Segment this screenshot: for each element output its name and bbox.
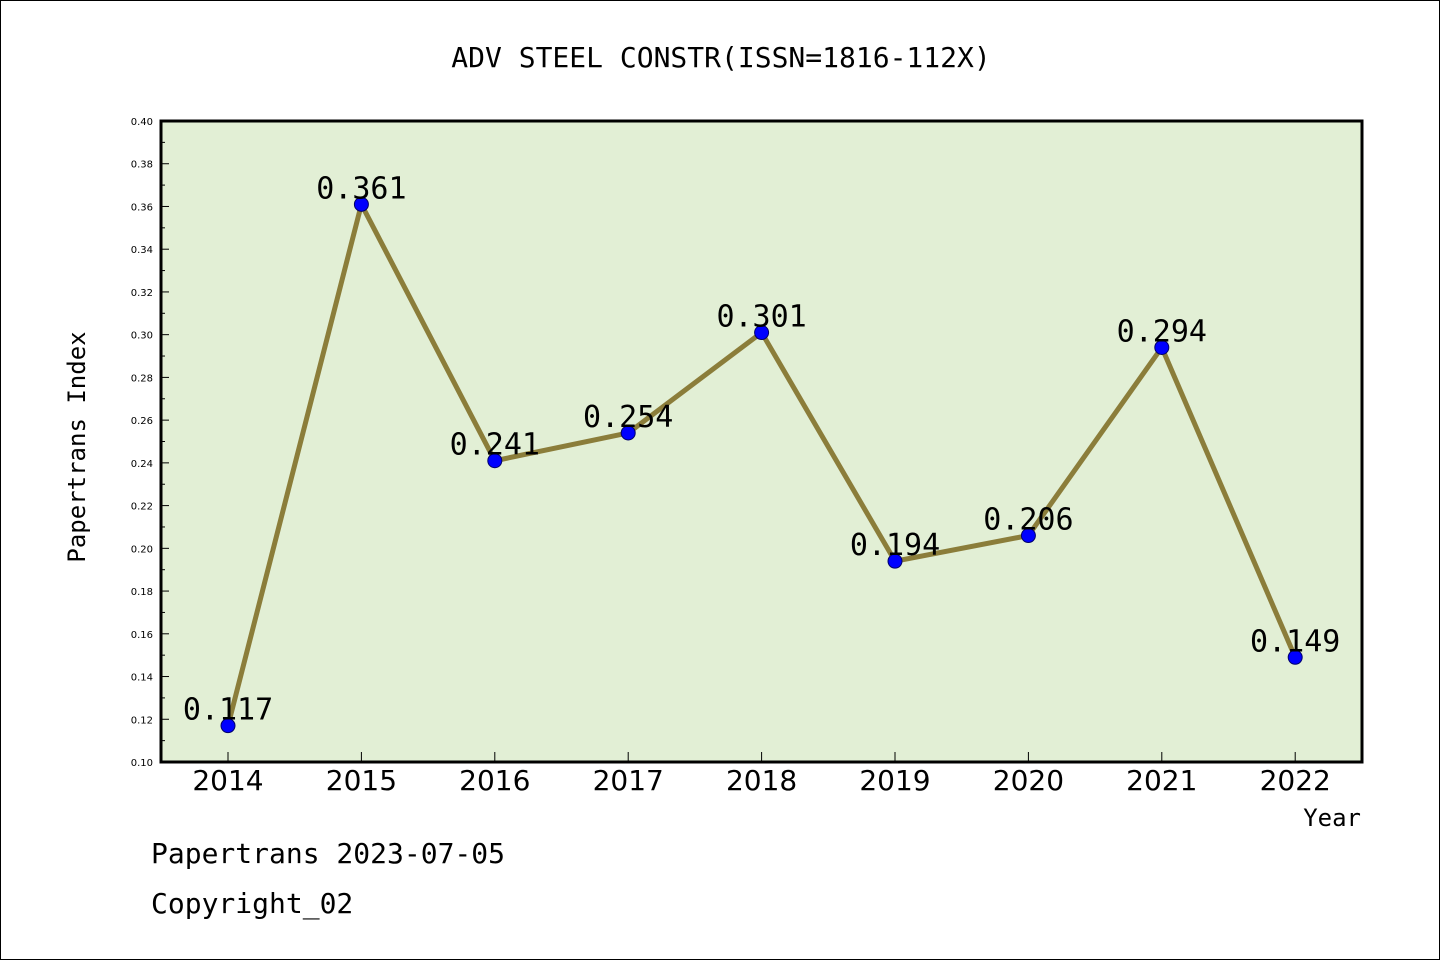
data-point [1287, 649, 1303, 665]
x-tick-label: 2017 [593, 764, 664, 797]
data-labels: 0.117 0.361 0.241 0.254 0.301 0.194 0.206 0.294… [183, 171, 1341, 727]
data-point [487, 453, 503, 469]
x-tick-label: 2019 [859, 764, 930, 797]
x-tick-label: 2022 [1260, 764, 1331, 797]
y-tick-label: 0.24 [131, 459, 153, 470]
x-tick-label: 2016 [459, 764, 530, 797]
x-axis-label: Year [1303, 804, 1361, 832]
data-label: 0.117 [183, 693, 273, 728]
data-label: 0.361 [316, 171, 406, 206]
y-tick-label: 0.28 [131, 373, 153, 384]
y-tick-label: 0.20 [131, 544, 153, 555]
footer-copyright: Copyright_02 [151, 887, 354, 920]
data-label: 0.301 [716, 300, 806, 335]
data-point [754, 325, 770, 341]
data-point [220, 718, 236, 734]
x-tick-label: 2014 [192, 764, 263, 797]
footer-date: Papertrans 2023-07-05 [151, 837, 506, 870]
x-tick-label: 2018 [726, 764, 797, 797]
data-point [1020, 528, 1036, 544]
x-axis: 2014 2015 2016 2017 2018 2019 2020 2021 2022 [192, 752, 1331, 797]
data-label: 0.241 [450, 428, 540, 463]
y-tick-label: 0.14 [131, 673, 153, 684]
y-tick-label: 0.22 [131, 502, 153, 513]
y-tick-label: 0.18 [131, 587, 153, 598]
y-tick-label: 0.34 [131, 245, 153, 256]
y-tick-label: 0.38 [131, 160, 153, 171]
x-tick-label: 2015 [326, 764, 397, 797]
data-point [1154, 339, 1170, 355]
y-tick-label: 0.16 [131, 630, 153, 641]
y-axis-label: Papertrans Index [63, 331, 91, 562]
y-tick-label: 0.12 [131, 715, 153, 726]
y-tick-label: 0.26 [131, 416, 153, 427]
data-label: 0.206 [983, 503, 1073, 538]
plot-area [159, 119, 1364, 764]
y-tick-label: 0.32 [131, 288, 153, 299]
x-tick-label: 2020 [993, 764, 1064, 797]
data-point [353, 196, 369, 212]
data-point [887, 553, 903, 569]
y-axis: 0.10 0.12 0.14 0.16 0.18 0.20 0.22 0.24 0.26 0.28… [131, 117, 169, 769]
y-tick-label: 0.36 [131, 202, 153, 213]
x-tick-label: 2021 [1126, 764, 1197, 797]
data-label: 0.149 [1250, 624, 1340, 659]
data-label: 0.194 [850, 528, 940, 563]
data-label: 0.254 [583, 400, 673, 435]
y-tick-label: 0.10 [131, 758, 153, 769]
markers [220, 196, 1303, 734]
data-label: 0.294 [1117, 314, 1207, 349]
y-tick-label: 0.40 [131, 117, 153, 128]
chart-title: ADV STEEL CONSTR(ISSN=1816-112X) [451, 41, 990, 74]
data-point [620, 425, 636, 441]
y-tick-label: 0.30 [131, 331, 153, 342]
